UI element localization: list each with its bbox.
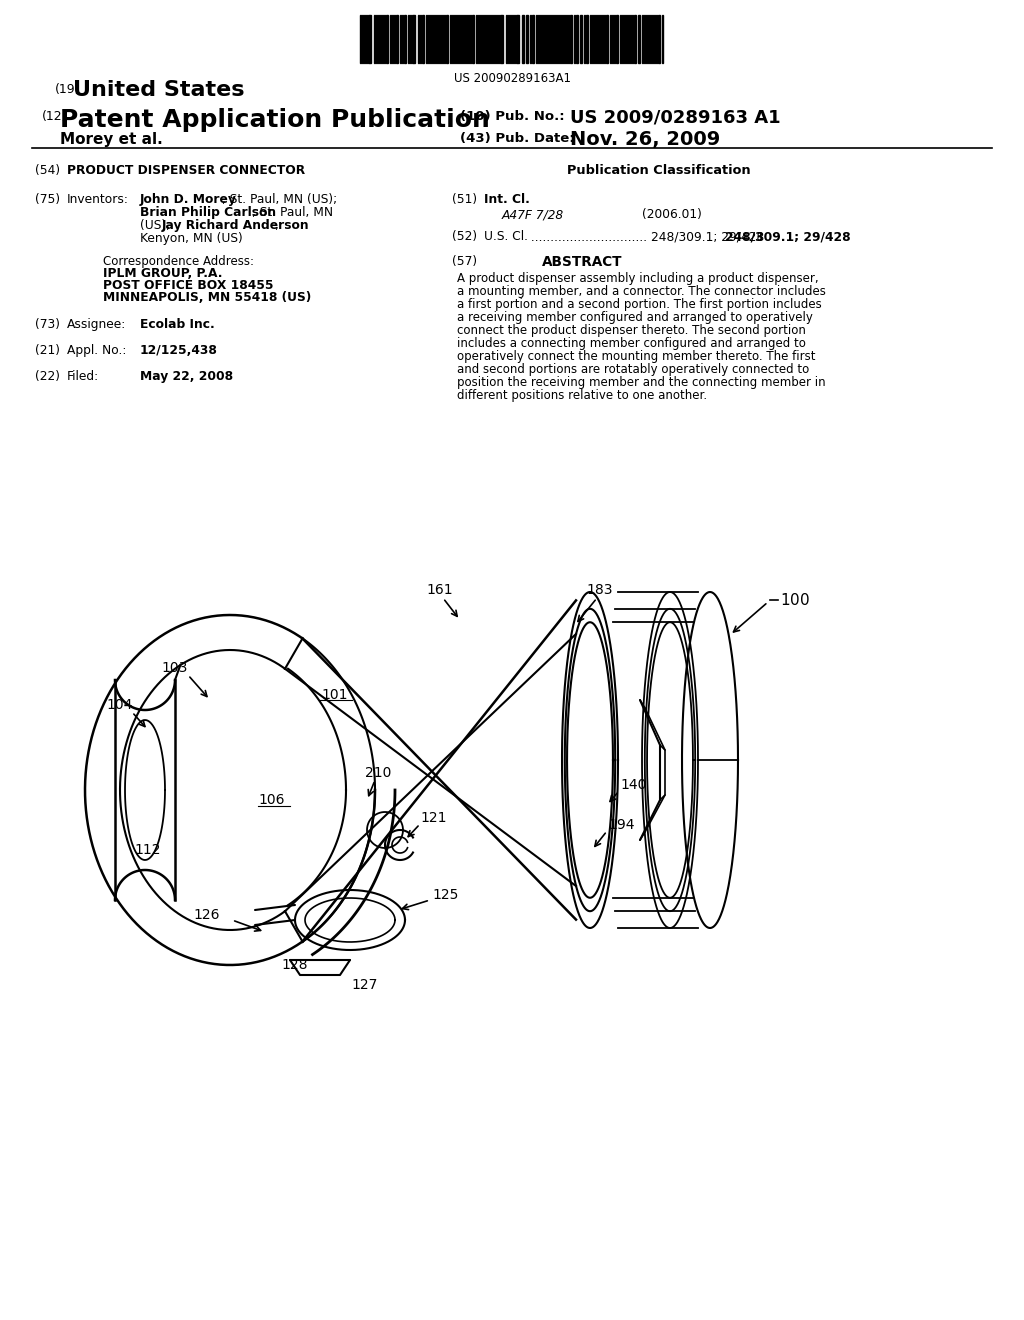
Text: a receiving member configured and arranged to operatively: a receiving member configured and arrang… bbox=[457, 312, 813, 323]
Text: 128: 128 bbox=[282, 958, 308, 972]
Text: Nov. 26, 2009: Nov. 26, 2009 bbox=[570, 129, 720, 149]
Text: Patent Application Publication: Patent Application Publication bbox=[60, 108, 489, 132]
Text: 248/309.1; 29/428: 248/309.1; 29/428 bbox=[725, 230, 851, 243]
Text: Int. Cl.: Int. Cl. bbox=[484, 193, 529, 206]
Text: 121: 121 bbox=[420, 810, 446, 825]
Bar bbox=[404, 15, 406, 63]
Text: (US);: (US); bbox=[140, 219, 174, 232]
Text: John D. Morey: John D. Morey bbox=[140, 193, 237, 206]
Bar bbox=[412, 15, 415, 63]
Text: connect the product dispenser thereto. The second portion: connect the product dispenser thereto. T… bbox=[457, 323, 806, 337]
Text: Ecolab Inc.: Ecolab Inc. bbox=[140, 318, 215, 331]
Bar bbox=[522, 15, 524, 63]
Text: a first portion and a second portion. The first portion includes: a first portion and a second portion. Th… bbox=[457, 298, 821, 312]
Text: (43) Pub. Date:: (43) Pub. Date: bbox=[460, 132, 574, 145]
Text: A47F 7/28: A47F 7/28 bbox=[502, 209, 564, 220]
Bar bbox=[616, 15, 618, 63]
Bar bbox=[580, 15, 582, 63]
Text: Filed:: Filed: bbox=[67, 370, 99, 383]
Bar bbox=[500, 15, 503, 63]
Bar bbox=[638, 15, 640, 63]
Bar bbox=[422, 15, 424, 63]
Text: 127: 127 bbox=[352, 978, 378, 993]
Text: 194: 194 bbox=[608, 818, 635, 832]
Bar bbox=[586, 15, 588, 63]
Bar bbox=[368, 15, 371, 63]
Text: Brian Philip Carlson: Brian Philip Carlson bbox=[140, 206, 276, 219]
Text: ,: , bbox=[274, 219, 278, 232]
Text: (10) Pub. No.:: (10) Pub. No.: bbox=[460, 110, 564, 123]
Bar bbox=[446, 15, 449, 63]
Text: United States: United States bbox=[73, 81, 245, 100]
Text: U.S. Cl.: U.S. Cl. bbox=[484, 230, 528, 243]
Text: (19): (19) bbox=[55, 83, 81, 96]
Bar bbox=[386, 15, 388, 63]
Text: POST OFFICE BOX 18455: POST OFFICE BOX 18455 bbox=[103, 279, 273, 292]
Bar bbox=[606, 15, 608, 63]
Text: PRODUCT DISPENSER CONNECTOR: PRODUCT DISPENSER CONNECTOR bbox=[67, 164, 305, 177]
Text: IPLM GROUP, P.A.: IPLM GROUP, P.A. bbox=[103, 267, 222, 280]
Text: $\mathsf{100}$: $\mathsf{100}$ bbox=[780, 591, 810, 609]
Text: Kenyon, MN (US): Kenyon, MN (US) bbox=[140, 232, 243, 246]
Bar bbox=[658, 15, 660, 63]
Text: US 20090289163A1: US 20090289163A1 bbox=[454, 73, 570, 84]
Text: Inventors:: Inventors: bbox=[67, 193, 129, 206]
Text: 210: 210 bbox=[365, 766, 391, 780]
Text: (57): (57) bbox=[452, 255, 477, 268]
Bar bbox=[570, 15, 572, 63]
Text: Publication Classification: Publication Classification bbox=[567, 164, 751, 177]
Text: Jay Richard Anderson: Jay Richard Anderson bbox=[162, 219, 309, 232]
Text: operatively connect the mounting member thereto. The first: operatively connect the mounting member … bbox=[457, 350, 815, 363]
Text: (22): (22) bbox=[35, 370, 60, 383]
Text: 101: 101 bbox=[322, 688, 348, 702]
Text: position the receiving member and the connecting member in: position the receiving member and the co… bbox=[457, 376, 825, 389]
Bar bbox=[472, 15, 474, 63]
Text: Assignee:: Assignee: bbox=[67, 318, 126, 331]
Text: (51): (51) bbox=[452, 193, 477, 206]
Text: Appl. No.:: Appl. No.: bbox=[67, 345, 126, 356]
Text: a mounting member, and a connector. The connector includes: a mounting member, and a connector. The … bbox=[457, 285, 826, 298]
Text: 161: 161 bbox=[427, 583, 454, 597]
Text: (54): (54) bbox=[35, 164, 60, 177]
Text: (2006.01): (2006.01) bbox=[642, 209, 701, 220]
Bar bbox=[526, 15, 528, 63]
Text: ABSTRACT: ABSTRACT bbox=[542, 255, 623, 269]
Text: (73): (73) bbox=[35, 318, 60, 331]
Bar bbox=[532, 15, 534, 63]
Bar bbox=[634, 15, 636, 63]
Text: 125: 125 bbox=[432, 888, 459, 902]
Text: Correspondence Address:: Correspondence Address: bbox=[103, 255, 254, 268]
Text: 183: 183 bbox=[587, 583, 613, 597]
Text: May 22, 2008: May 22, 2008 bbox=[140, 370, 233, 383]
Text: (21): (21) bbox=[35, 345, 60, 356]
Text: (75): (75) bbox=[35, 193, 60, 206]
Text: US 2009/0289163 A1: US 2009/0289163 A1 bbox=[570, 108, 780, 125]
Text: 140: 140 bbox=[620, 777, 646, 792]
Text: MINNEAPOLIS, MN 55418 (US): MINNEAPOLIS, MN 55418 (US) bbox=[103, 290, 311, 304]
Bar bbox=[575, 15, 578, 63]
Text: 104: 104 bbox=[106, 698, 133, 711]
Text: (12): (12) bbox=[42, 110, 68, 123]
Text: A product dispenser assembly including a product dispenser,: A product dispenser assembly including a… bbox=[457, 272, 818, 285]
Bar bbox=[396, 15, 398, 63]
Text: 106: 106 bbox=[259, 793, 286, 807]
Text: , St. Paul, MN (US);: , St. Paul, MN (US); bbox=[222, 193, 337, 206]
Text: 126: 126 bbox=[194, 908, 220, 921]
Text: Morey et al.: Morey et al. bbox=[60, 132, 163, 147]
Text: and second portions are rotatably operatively connected to: and second portions are rotatably operat… bbox=[457, 363, 809, 376]
Text: .............................. 248/309.1; 29/428: .............................. 248/309.1… bbox=[527, 230, 764, 243]
Text: includes a connecting member configured and arranged to: includes a connecting member configured … bbox=[457, 337, 806, 350]
Text: (52): (52) bbox=[452, 230, 477, 243]
Text: 12/125,438: 12/125,438 bbox=[140, 345, 218, 356]
Text: 103: 103 bbox=[162, 661, 188, 675]
Text: , St. Paul, MN: , St. Paul, MN bbox=[252, 206, 333, 219]
Text: 112: 112 bbox=[135, 843, 161, 857]
Bar bbox=[516, 15, 519, 63]
Text: different positions relative to one another.: different positions relative to one anot… bbox=[457, 389, 708, 403]
